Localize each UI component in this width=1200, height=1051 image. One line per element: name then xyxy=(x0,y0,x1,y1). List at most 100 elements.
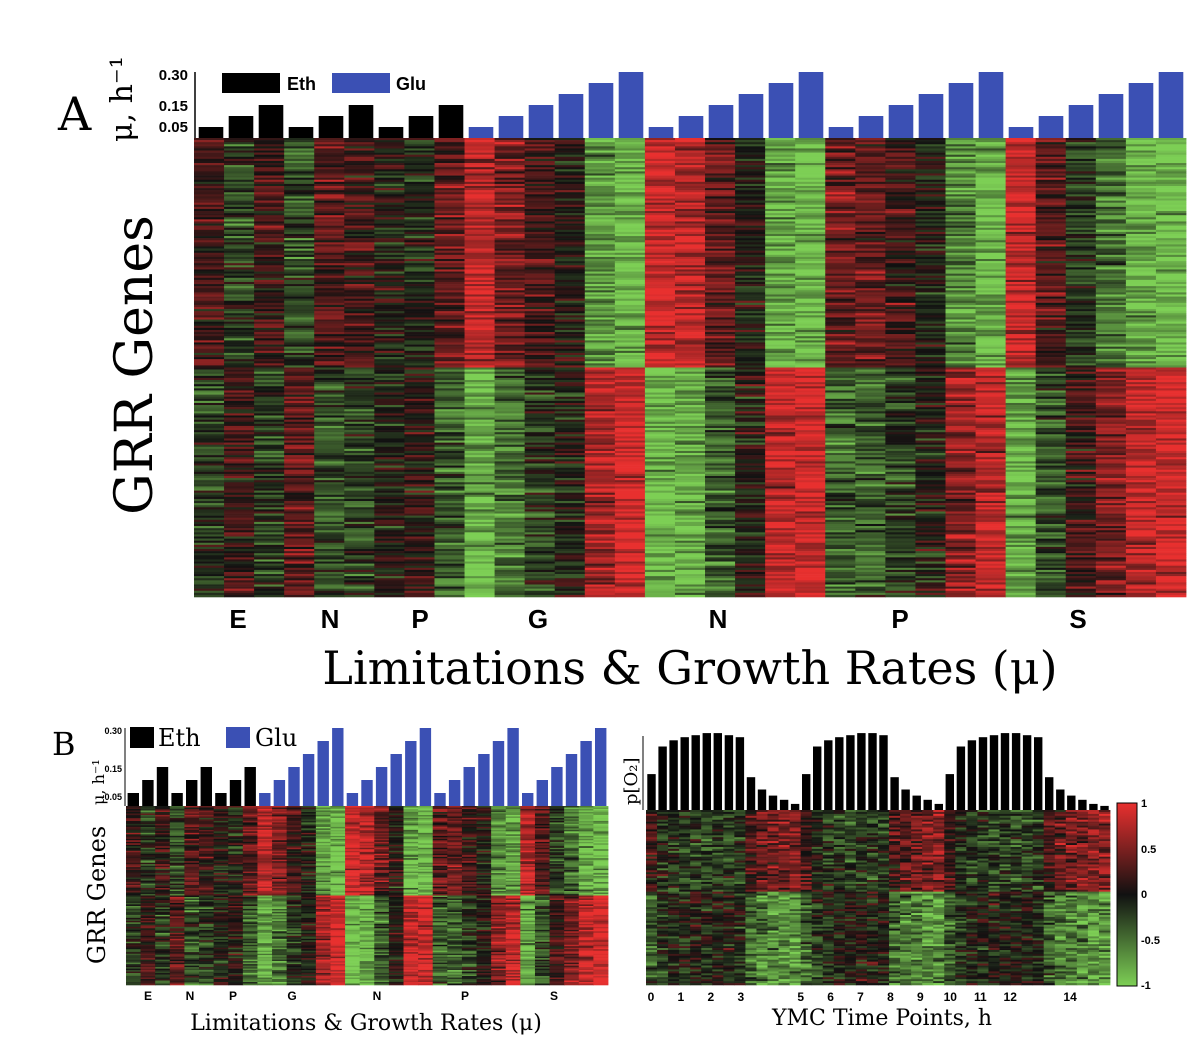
heat-cell xyxy=(674,221,706,224)
heat-cell xyxy=(224,386,255,389)
heat-cell xyxy=(825,546,856,550)
heat-cell xyxy=(374,586,405,589)
heat-cell xyxy=(554,480,586,483)
heat-cell xyxy=(434,384,465,387)
heat-cell xyxy=(855,277,886,281)
heat-cell xyxy=(374,521,405,525)
heat-cell xyxy=(224,373,255,377)
heat-cell xyxy=(494,327,526,331)
heat-cell xyxy=(314,384,345,387)
heat-cell xyxy=(434,519,465,523)
heat-cell xyxy=(524,144,556,147)
heat-cell xyxy=(464,185,496,189)
heat-cell xyxy=(644,532,676,535)
heat-cell xyxy=(224,248,255,251)
heat-cell xyxy=(494,496,526,500)
heat-cell xyxy=(614,315,646,318)
heat-cell xyxy=(825,336,856,339)
heat-cell xyxy=(344,392,375,395)
heat-cell xyxy=(284,592,315,596)
heat-cell xyxy=(254,402,285,406)
heat-cell xyxy=(464,254,496,258)
heat-cell xyxy=(825,377,856,381)
heat-cell xyxy=(254,388,285,391)
heat-cell xyxy=(224,233,255,237)
heat-cell xyxy=(254,419,285,423)
heat-cell xyxy=(194,482,225,485)
heat-cell xyxy=(735,286,766,289)
heat-cell xyxy=(254,513,285,516)
heat-cell xyxy=(464,271,496,274)
heat-cell xyxy=(344,519,375,523)
heat-cell xyxy=(644,415,676,418)
heat-cell xyxy=(644,488,676,491)
heat-cell xyxy=(494,482,526,485)
heat-cell xyxy=(494,208,526,212)
heat-cell xyxy=(825,582,856,585)
heat-cell xyxy=(344,461,375,464)
heat-cell xyxy=(795,421,826,425)
heat-cell xyxy=(554,382,586,385)
heat-cell xyxy=(344,190,375,193)
heat-cell xyxy=(524,436,556,439)
heat-cell xyxy=(644,382,676,385)
heat-cell xyxy=(464,534,496,537)
panel-a-rate-bars xyxy=(198,72,1184,138)
heat-cell xyxy=(224,436,255,439)
heat-cell xyxy=(705,323,736,327)
heat-cell xyxy=(855,290,886,293)
heat-cell xyxy=(284,354,315,358)
heat-cell xyxy=(344,478,375,481)
heat-cell xyxy=(674,202,706,206)
heat-cell xyxy=(554,559,586,562)
heat-cell xyxy=(614,463,646,466)
heat-cell xyxy=(284,538,315,541)
heat-cell xyxy=(765,240,796,243)
heat-cell xyxy=(224,246,255,249)
heat-cell xyxy=(194,219,225,222)
heat-cell xyxy=(825,138,856,141)
heat-cell xyxy=(584,304,616,308)
heat-cell xyxy=(314,179,345,183)
heat-cell xyxy=(374,225,405,229)
heat-cell xyxy=(825,165,856,168)
heat-cell xyxy=(705,273,736,276)
heat-cell xyxy=(735,557,766,560)
heat-cell xyxy=(284,382,315,385)
heat-cell xyxy=(705,250,736,254)
heat-cell xyxy=(464,294,496,297)
heat-cell xyxy=(614,501,646,504)
heat-cell xyxy=(735,400,766,404)
heat-cell xyxy=(194,261,225,264)
heat-cell xyxy=(344,217,375,220)
heat-cell xyxy=(644,480,676,483)
heat-cell xyxy=(825,382,856,385)
heat-cell xyxy=(314,538,345,541)
heat-cell xyxy=(674,517,706,521)
heat-cell xyxy=(705,417,736,420)
heat-cell xyxy=(825,367,856,370)
heat-cell xyxy=(614,521,646,525)
heat-cell xyxy=(374,480,405,483)
heat-cell xyxy=(584,284,616,287)
heat-cell xyxy=(284,507,315,510)
heat-cell xyxy=(434,363,465,366)
heat-cell xyxy=(314,534,345,537)
heat-cell xyxy=(344,442,375,445)
heat-cell xyxy=(705,436,736,439)
heat-cell xyxy=(284,390,315,393)
heat-cell xyxy=(765,169,796,172)
heat-cell xyxy=(524,505,556,508)
heat-cell xyxy=(494,576,526,579)
heat-cell xyxy=(224,480,255,483)
heat-cell xyxy=(284,259,315,262)
rate-bar-glu xyxy=(648,127,674,138)
heat-cell xyxy=(674,304,706,308)
heat-cell xyxy=(674,325,706,329)
heat-cell xyxy=(765,365,796,368)
heat-cell xyxy=(735,313,766,316)
heat-cell xyxy=(404,365,435,368)
heat-cell xyxy=(614,321,646,324)
heat-cell xyxy=(614,215,646,218)
heat-cell xyxy=(344,488,375,491)
